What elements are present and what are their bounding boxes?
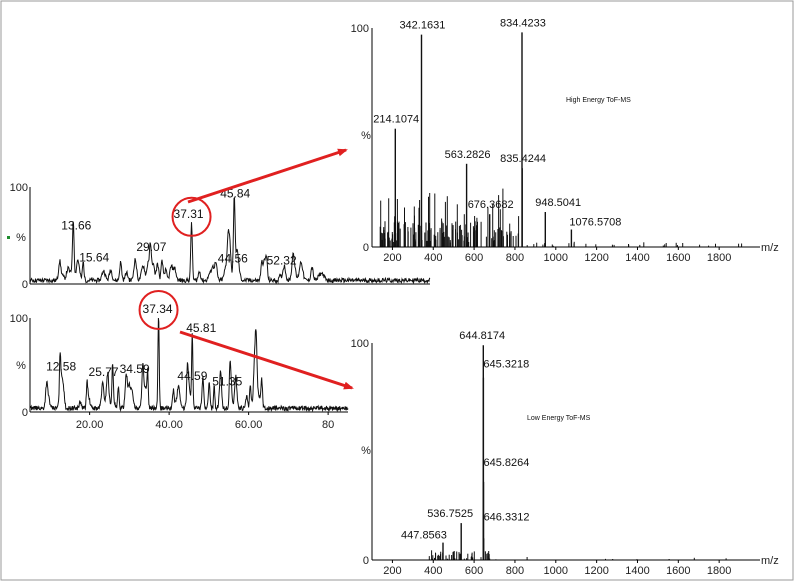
x-tick-label: 800 xyxy=(506,252,524,264)
y-axis-label: % xyxy=(16,232,26,244)
arrow-bottom xyxy=(179,330,354,390)
peak-label: 214.1074 xyxy=(373,114,419,126)
peak-label: 1076.5708 xyxy=(569,216,621,228)
x-tick-label: 1800 xyxy=(707,252,731,264)
peak-label: 12.58 xyxy=(46,359,76,373)
x-tick-label: 1200 xyxy=(584,565,608,577)
panel-annotation: High Energy ToF-MS xyxy=(566,97,631,104)
x-tick-label: 800 xyxy=(506,565,524,577)
x-tick-label: 1400 xyxy=(625,252,649,264)
x-tick-label: 20.00 xyxy=(76,419,104,431)
x-tick-label: 200 xyxy=(383,565,401,577)
peak-label: 644.8174 xyxy=(459,330,505,342)
peak-label: 25.77 xyxy=(89,365,119,379)
peak-label: 52.32 xyxy=(267,253,297,267)
peak-label: 342.1631 xyxy=(399,20,445,32)
arrow-top xyxy=(187,148,348,204)
x-tick-label: 60.00 xyxy=(235,419,263,431)
peak-label: 676.3682 xyxy=(468,199,514,211)
y-axis-label: % xyxy=(361,445,371,457)
x-tick-label: 1600 xyxy=(666,252,690,264)
tic-bottom-panel: 0 100% 20.00 40.00 60.00 80 12.58 25.77 34.59 37.… xyxy=(10,289,349,431)
x-tick-label: 1000 xyxy=(544,565,568,577)
x-tick-label: 1600 xyxy=(666,565,690,577)
y-tick-label: 100 xyxy=(10,313,28,325)
peak-label: 37.31 xyxy=(174,207,204,221)
x-tick-label: 400 xyxy=(424,565,442,577)
peak-label: 51.35 xyxy=(212,374,242,388)
peak-label: 645.3218 xyxy=(483,359,529,371)
peak-label: 536.7525 xyxy=(427,508,473,520)
x-tick-label: 200 xyxy=(383,252,401,264)
peak-label: 44.59 xyxy=(177,369,207,383)
peak-label: 34.59 xyxy=(120,362,150,376)
x-tick-label: 600 xyxy=(465,252,483,264)
x-axis-label: m/z xyxy=(761,555,779,567)
peak-label: 29.07 xyxy=(136,240,166,254)
x-tick-label: 400 xyxy=(424,252,442,264)
y-tick-label: 0 xyxy=(363,555,369,567)
ms-low-energy-panel: 0 100% 200 400 600 800 1000 1200 1400 1600 1800 m/z… xyxy=(351,330,779,577)
tic-trace xyxy=(29,197,431,285)
x-tick-label: 40.00 xyxy=(155,419,183,431)
y-tick-label: 100 xyxy=(351,338,369,350)
y-tick-label: 0 xyxy=(22,279,28,291)
peak-label: 948.5041 xyxy=(535,197,581,209)
peak-label: 646.3312 xyxy=(484,511,530,523)
x-tick-label: 1400 xyxy=(625,565,649,577)
peak-label: 45.81 xyxy=(186,321,216,335)
y-tick-label: 0 xyxy=(22,407,28,419)
peak-label: 37.34 xyxy=(143,302,173,316)
ms-high-energy-panel: 0 100% 200 400 600 800 1000 1200 1400 1600 1800 m/z… xyxy=(351,17,779,264)
peak-label: 563.2826 xyxy=(445,149,491,161)
highlight-circle xyxy=(171,196,212,237)
y-tick-label: 100 xyxy=(10,182,28,194)
highlight-circle xyxy=(138,289,179,330)
y-tick-label: 100 xyxy=(351,23,369,35)
legend-dot xyxy=(7,236,10,239)
y-axis-label: % xyxy=(361,130,371,142)
peak-label: 835.4244 xyxy=(500,153,546,165)
x-tick-label: 1800 xyxy=(707,565,731,577)
peak-label: 645.8264 xyxy=(483,457,529,469)
x-tick-label: 600 xyxy=(465,565,483,577)
panel-annotation: Low Energy ToF-MS xyxy=(527,415,591,422)
y-axis-label: % xyxy=(16,360,26,372)
peak-label: 13.66 xyxy=(61,219,91,233)
peak-label: 44.56 xyxy=(218,252,248,266)
x-tick-label: 80 xyxy=(322,419,334,431)
peak-label: 834.4233 xyxy=(500,17,546,29)
peak-label: 15.64 xyxy=(79,251,109,265)
tic-trace xyxy=(29,317,349,413)
y-tick-label: 0 xyxy=(363,242,369,254)
x-tick-label: 1200 xyxy=(584,252,608,264)
highlight-arrows xyxy=(179,148,354,390)
x-axis-label: m/z xyxy=(761,242,779,254)
x-tick-label: 1000 xyxy=(544,252,568,264)
peak-label: 447.8563 xyxy=(401,530,447,542)
